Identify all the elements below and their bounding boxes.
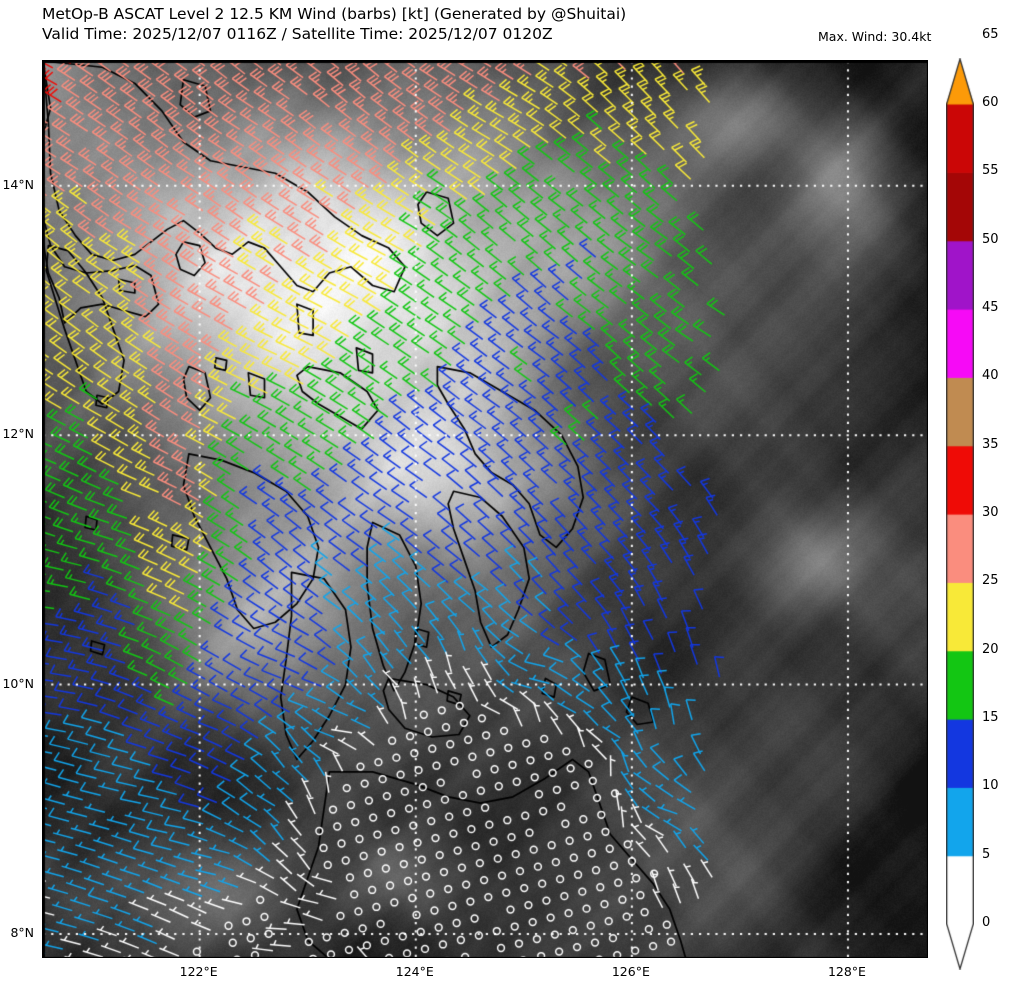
figure-title: MetOp-B ASCAT Level 2 12.5 KM Wind (barb… bbox=[42, 5, 627, 23]
colorbar-gradient bbox=[946, 58, 974, 970]
colorbar-tick-label: 35 bbox=[982, 436, 999, 452]
title-block: MetOp-B ASCAT Level 2 12.5 KM Wind (barb… bbox=[42, 4, 742, 44]
longitude-tick-label: 122°E bbox=[179, 964, 218, 979]
map-panel bbox=[42, 60, 928, 958]
colorbar-tick-label: 55 bbox=[982, 163, 999, 179]
colorbar-tick-label: 30 bbox=[982, 505, 999, 520]
graticule-layer bbox=[43, 61, 927, 957]
colorbar-tick-label: 25 bbox=[982, 573, 999, 589]
colorbar-tick-label: 15 bbox=[982, 710, 999, 725]
figure-subtitle: Valid Time: 2025/12/07 0116Z / Satellite… bbox=[42, 25, 553, 43]
latitude-tick-label: 8°N bbox=[10, 925, 34, 941]
max-wind-label: Max. Wind: 30.4kt bbox=[818, 29, 932, 44]
longitude-tick-label: 124°E bbox=[395, 964, 434, 979]
longitude-tick-label: 128°E bbox=[827, 964, 866, 979]
latitude-tick-label: 10°N bbox=[2, 675, 34, 691]
colorbar-tick-label: 20 bbox=[982, 641, 999, 657]
colorbar-tick-label: 5 bbox=[982, 846, 991, 862]
colorbar-tick-label: 45 bbox=[982, 300, 999, 315]
colorbar-tick-label: 50 bbox=[982, 231, 999, 247]
colorbar-tick-label: 0 bbox=[982, 915, 991, 930]
colorbar-tick-label: 10 bbox=[982, 778, 999, 794]
colorbar-tick-label: 40 bbox=[982, 368, 999, 384]
colorbar bbox=[946, 58, 974, 970]
latitude-tick-label: 12°N bbox=[2, 426, 34, 442]
longitude-tick-label: 126°E bbox=[611, 964, 650, 979]
colorbar-tick-label: 60 bbox=[982, 95, 999, 110]
latitude-tick-label: 14°N bbox=[2, 176, 34, 192]
colorbar-tick-label: 65 bbox=[982, 26, 999, 42]
